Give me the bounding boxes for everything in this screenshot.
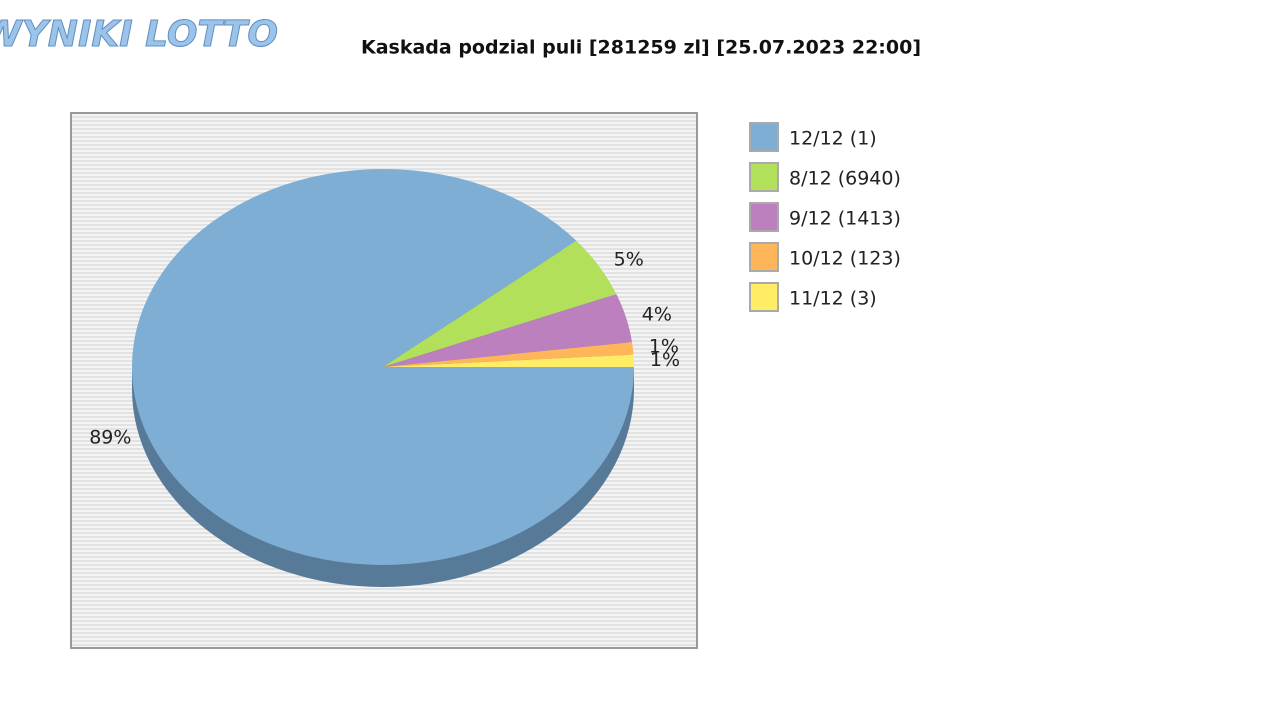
- value-label: 1%: [650, 349, 680, 371]
- legend-swatch: [749, 242, 779, 272]
- pie-slice: [383, 294, 633, 367]
- legend-label: 12/12 (1): [789, 128, 877, 150]
- pie-slice: [383, 240, 617, 367]
- legend-swatch: [749, 122, 779, 152]
- pie-slice: [383, 342, 634, 367]
- value-label: 89%: [89, 427, 131, 449]
- legend-swatch: [749, 202, 779, 232]
- value-label: 4%: [642, 303, 672, 325]
- legend-label: 8/12 (6940): [789, 168, 901, 190]
- legend: 12/12 (1) 8/12 (6940) 9/12 (1413) 10/12 (12…: [749, 122, 901, 312]
- pie: 89% 5% 4% 1%1%: [89, 169, 680, 587]
- legend-label: 9/12 (1413): [789, 208, 901, 230]
- legend-swatch: [749, 162, 779, 192]
- value-label: 5%: [614, 249, 644, 271]
- pie-slice: [383, 354, 634, 367]
- legend-label: 11/12 (3): [789, 288, 877, 310]
- legend-swatch: [749, 282, 779, 312]
- legend-label: 10/12 (123): [789, 248, 901, 270]
- chart-title: Kaskada podzial puli [281259 zl] [25.07.…: [361, 37, 921, 59]
- logo: WYNIKI LOTTO: [0, 14, 278, 55]
- value-label: 1%: [649, 336, 679, 358]
